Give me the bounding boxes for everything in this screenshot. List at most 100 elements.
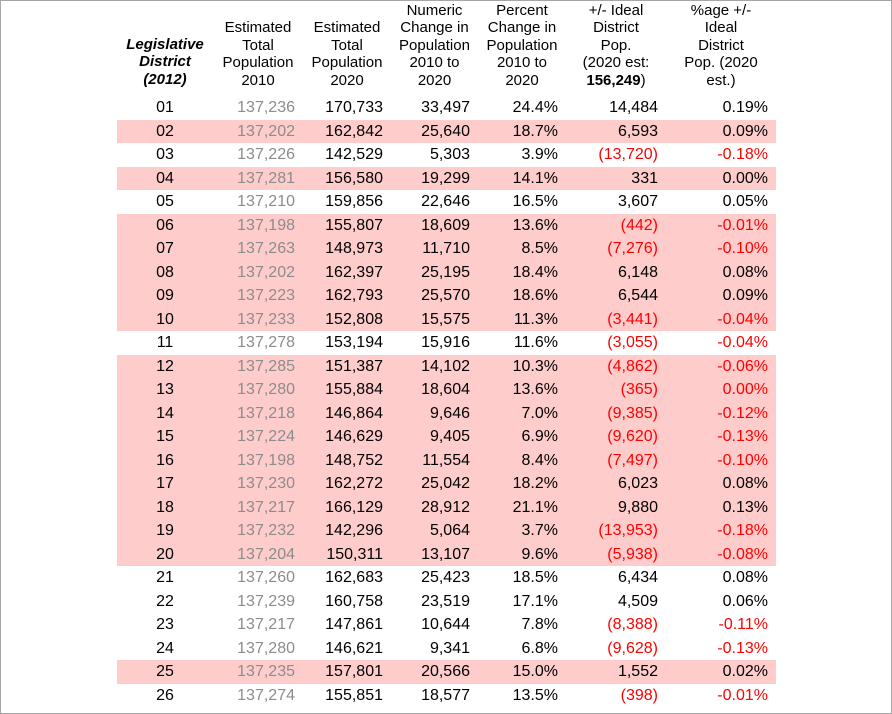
table-row[interactable]: 21 137,260 162,683 25,423 18.5% 6,434 0.08%: [1, 566, 891, 590]
row-right-spacer: [776, 237, 891, 261]
cell-ideal-difference: 6,434: [617, 569, 658, 587]
row-left-spacer: [1, 590, 117, 614]
column-header-estimated-total-population-2010: Estimated Total Population 2010: [222, 19, 294, 89]
table-row[interactable]: 05 137,210 159,856 22,646 16.5% 3,607 0.05%: [1, 190, 891, 214]
table-row[interactable]: 19 137,232 142,296 5,064 3.7% (13,953) -0.18%: [1, 519, 891, 543]
table-header-row: Legislative District (2012) Estimated To…: [1, 2, 891, 96]
cell-population-2010: 137,226: [237, 146, 295, 164]
cell-ideal-difference: (8,388): [607, 616, 658, 634]
row-right-spacer: [776, 214, 891, 238]
row-right-spacer: [776, 261, 891, 285]
cell-ideal-difference: 4,509: [617, 592, 658, 610]
table-row[interactable]: 24 137,280 146,621 9,341 6.8% (9,628) -0.13%: [1, 637, 891, 661]
column-header-percentage-plus-minus-ideal-district-pop: %age +/- Ideal District Pop. (2020 est.): [684, 2, 758, 89]
cell-percent-of-ideal: -0.01%: [666, 213, 776, 238]
cell-population-2020: 153,194: [325, 334, 383, 352]
cell-population-2010: 137,280: [237, 639, 295, 657]
cell-population-2020: 155,807: [303, 213, 391, 238]
table-row[interactable]: 20 137,204 150,311 13,107 9.6% (5,938) -0.08%: [1, 542, 891, 567]
row-right-spacer: [776, 120, 891, 144]
table-row[interactable]: 01 137,236 170,733 33,497 24.4% 14,484 0.19%: [1, 96, 891, 120]
table-row[interactable]: 07 137,263 148,973 11,710 8.5% (7,276) -0.10%: [1, 237, 891, 261]
table-row[interactable]: 09 137,223 162,793 25,570 18.6% 6,544 0.09%: [1, 284, 891, 308]
column-header-estimated-total-population-2020: Estimated Total Population 2020: [311, 19, 383, 89]
cell-percent-of-ideal: 0.00%: [666, 166, 776, 191]
table-row[interactable]: 04 137,281 156,580 19,299 14.1% 331 0.00%: [1, 166, 891, 191]
ideal-pop-label-suffix: ): [640, 71, 646, 89]
row-right-spacer: [776, 637, 891, 661]
cell-legislative-district: 23: [156, 616, 174, 634]
cell-population-2010: 137,285: [213, 354, 303, 379]
cell-percent-of-ideal: 0.06%: [722, 592, 768, 610]
cell-population-2020: 146,864: [303, 401, 391, 426]
cell-numeric-change: 9,646: [391, 401, 478, 426]
cell-ideal-difference: (13,720): [598, 146, 658, 164]
table-header: Legislative District (2012) Estimated To…: [1, 2, 891, 96]
cell-percent-of-ideal: -0.06%: [666, 354, 776, 379]
table-row[interactable]: 13 137,280 155,884 18,604 13.6% (365) 0.00%: [1, 378, 891, 402]
table-row[interactable]: 22 137,239 160,758 23,519 17.1% 4,509 0.06%: [1, 590, 891, 614]
cell-ideal-difference: (365): [566, 378, 666, 402]
cell-percent-of-ideal: 0.05%: [722, 193, 768, 211]
cell-percent-of-ideal: 0.08%: [722, 569, 768, 587]
table-row[interactable]: 11 137,278 153,194 15,916 11.6% (3,055) -0.04%: [1, 331, 891, 355]
cell-ideal-difference: 6,544: [566, 284, 666, 308]
cell-population-2020: 155,851: [325, 686, 383, 704]
table-row[interactable]: 26 137,274 155,851 18,577 13.5% (398) -0.01%: [1, 684, 891, 708]
table-row[interactable]: 23 137,217 147,861 10,644 7.8% (8,388) -0.11%: [1, 613, 891, 637]
cell-population-2010: 137,260: [237, 569, 295, 587]
table-row[interactable]: 10 137,233 152,808 15,575 11.3% (3,441) -0.04%: [1, 307, 891, 332]
row-right-spacer: [776, 308, 891, 332]
cell-percent-change: 24.4%: [512, 99, 558, 117]
table-row[interactable]: 12 137,285 151,387 14,102 10.3% (4,862) -0.06%: [1, 354, 891, 379]
row-right-spacer: [776, 425, 891, 449]
row-right-spacer: [776, 496, 891, 520]
cell-percent-of-ideal: -0.11%: [718, 616, 768, 634]
cell-ideal-difference: 14,484: [609, 99, 658, 117]
table-row[interactable]: 06 137,198 155,807 18,609 13.6% (442) -0.01%: [1, 213, 891, 238]
cell-population-2020: 162,397: [303, 260, 391, 285]
cell-percent-of-ideal: 0.08%: [666, 472, 776, 496]
cell-population-2020: 162,842: [303, 119, 391, 144]
row-right-spacer: [776, 378, 891, 402]
column-header-numeric-change-in-population: Numeric Change in Population 2010 to 202…: [399, 2, 470, 89]
table-row[interactable]: 08 137,202 162,397 25,195 18.4% 6,148 0.08%: [1, 260, 891, 285]
cell-population-2010: 137,280: [213, 378, 303, 402]
cell-numeric-change: 15,575: [391, 307, 478, 332]
column-header-plus-minus-ideal-district-pop: +/- Ideal District Pop. (2020 est: 156,2…: [566, 2, 666, 96]
cell-numeric-change: 25,423: [421, 569, 470, 587]
row-right-spacer: [776, 472, 891, 496]
cell-population-2010: 137,278: [237, 334, 295, 352]
row-left-spacer: [1, 402, 117, 426]
table-row[interactable]: 15 137,224 146,629 9,405 6.9% (9,620) -0.13%: [1, 425, 891, 449]
table-row[interactable]: 14 137,218 146,864 9,646 7.0% (9,385) -0.12%: [1, 401, 891, 426]
cell-legislative-district: 08: [117, 260, 213, 285]
row-right-spacer: [776, 519, 891, 543]
cell-legislative-district: 14: [117, 401, 213, 426]
table-row[interactable]: 17 137,230 162,272 25,042 18.2% 6,023 0.08%: [1, 472, 891, 496]
table-row[interactable]: 25 137,235 157,801 20,566 15.0% 1,552 0.02%: [1, 660, 891, 684]
cell-percent-of-ideal: -0.01%: [717, 686, 768, 704]
cell-percent-change: 13.5%: [512, 686, 558, 704]
table-row[interactable]: 16 137,198 148,752 11,554 8.4% (7,497) -0.10%: [1, 448, 891, 473]
cell-percent-change: 3.7%: [478, 519, 566, 543]
cell-population-2010: 137,210: [237, 193, 295, 211]
row-right-spacer: [776, 143, 891, 167]
cell-legislative-district: 01: [156, 99, 174, 117]
row-left-spacer: [1, 96, 117, 120]
cell-legislative-district: 24: [156, 639, 174, 657]
cell-ideal-difference: 331: [566, 166, 666, 191]
table-row[interactable]: 03 137,226 142,529 5,303 3.9% (13,720) -0.18%: [1, 143, 891, 167]
table-row[interactable]: 02 137,202 162,842 25,640 18.7% 6,593 0.09%: [1, 119, 891, 144]
table-row[interactable]: 18 137,217 166,129 28,912 21.1% 9,880 0.13%: [1, 495, 891, 520]
cell-percent-change: 3.9%: [521, 146, 558, 164]
cell-percent-of-ideal: 0.19%: [722, 99, 768, 117]
cell-numeric-change: 33,497: [421, 99, 470, 117]
cell-population-2010: 137,235: [213, 660, 303, 684]
cell-numeric-change: 18,604: [391, 378, 478, 402]
cell-population-2020: 162,793: [303, 284, 391, 308]
cell-numeric-change: 25,640: [391, 119, 478, 144]
cell-population-2020: 142,529: [325, 146, 383, 164]
cell-percent-of-ideal: -0.13%: [717, 639, 768, 657]
row-right-spacer: [776, 590, 891, 614]
